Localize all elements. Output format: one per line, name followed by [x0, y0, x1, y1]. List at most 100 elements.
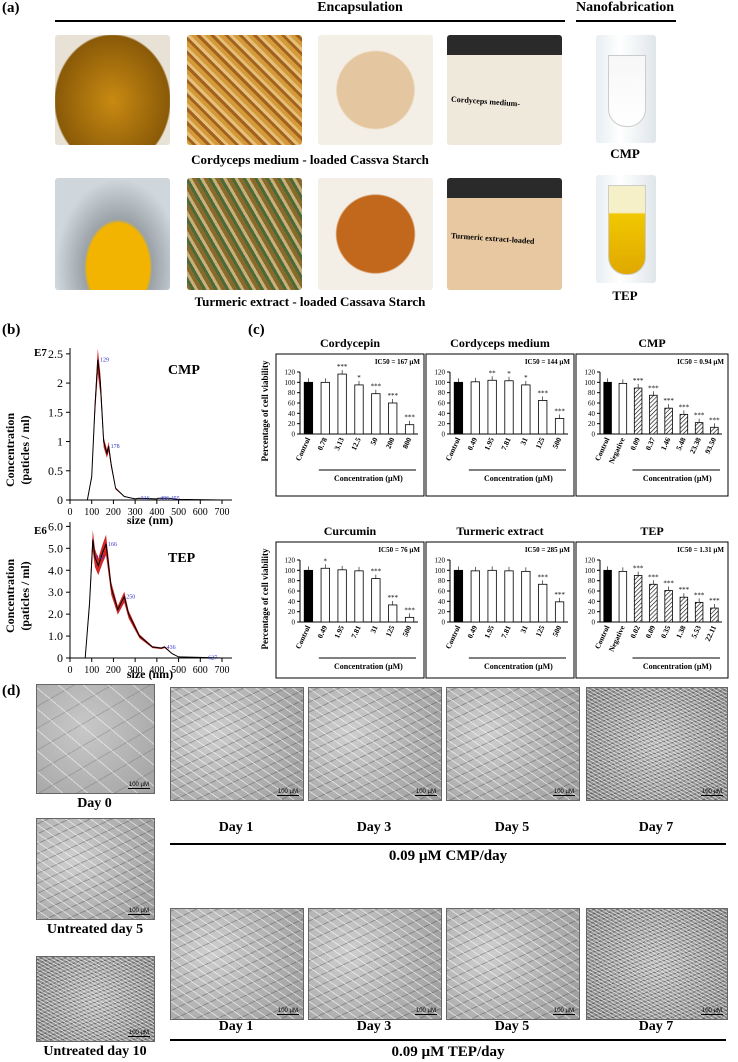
sig-mark: * [324, 557, 328, 565]
ytick-label: 120 [435, 557, 446, 565]
bar [303, 381, 314, 435]
scalebar: 100 µM [700, 789, 723, 796]
category-label: 1.95 [482, 436, 496, 452]
chart-frame [275, 353, 425, 497]
row2-caption: Turmeric extract - loaded Cassava Starch [194, 294, 426, 309]
untreated-day5-caption: Untreated day 5 [46, 922, 144, 937]
cmp-day3-caption: Day 3 [356, 820, 392, 835]
bar [303, 569, 314, 623]
chart-xlabel: Concentration (µM) [643, 474, 712, 483]
ytick-label: 0 [292, 431, 296, 439]
ytick-label: 80 [288, 389, 296, 397]
category-label: 50 [368, 436, 379, 447]
nta-ylabel-tep-1: Concentration [3, 559, 17, 633]
turmeric-jar-photo: Turmeric extract-loaded [447, 178, 562, 290]
category-label: 31 [368, 624, 379, 635]
nta-charts: E7 CMP Concentration(paticles / ml) 00.5… [3, 347, 232, 680]
bar [388, 604, 398, 623]
bar [371, 393, 381, 435]
sig-mark: *** [404, 414, 415, 422]
bar [354, 570, 364, 623]
bar [554, 418, 565, 435]
xtick-label: 400 [149, 507, 164, 518]
bar [649, 583, 658, 623]
ytick-label: 60 [288, 588, 296, 596]
bar [320, 381, 330, 435]
category-label: 22.11 [703, 624, 718, 643]
bar [538, 400, 548, 435]
ytick-label: 20 [588, 608, 596, 616]
bar [337, 569, 347, 623]
untreated-day10-caption: Untreated day 10 [43, 1044, 147, 1059]
ytick-label: 0 [592, 619, 596, 627]
bar [453, 569, 464, 623]
ytick-label: 60 [438, 400, 446, 408]
ytick-label: 20 [438, 608, 446, 616]
chart-title: CMP [638, 336, 665, 350]
sig-mark: *** [663, 579, 674, 587]
bar [664, 407, 673, 435]
category-label: Control [444, 436, 463, 462]
tep-day3-caption: Day 3 [356, 1019, 392, 1034]
bar [633, 387, 643, 435]
chart-title: Curcumin [324, 524, 377, 538]
micrograph-cmp-day7: 100 µM [586, 687, 728, 801]
bar [694, 601, 704, 623]
bar [603, 569, 612, 623]
sig-mark: * [507, 370, 511, 378]
category-label: 7.81 [499, 436, 513, 452]
chart-frame [425, 353, 575, 497]
ytick-label: 60 [588, 400, 596, 408]
sig-mark: *** [709, 597, 720, 605]
ytick-label: 40 [438, 598, 446, 606]
ic50-label: IC50 = 144 µM [525, 358, 571, 366]
micrograph-cmp-day1: 100 µM [170, 687, 304, 801]
ytick-label: 40 [438, 410, 446, 418]
bar [538, 583, 548, 623]
xtick-label: 700 [215, 507, 230, 518]
cordyceps-flakes-photo [187, 35, 302, 145]
ytick-label: 100 [285, 567, 296, 575]
ic50-label: IC50 = 167 µM [375, 358, 421, 366]
bar [354, 384, 364, 435]
bar [453, 381, 464, 435]
bar [504, 570, 514, 623]
category-label: 0.09 [643, 624, 657, 640]
ytick-label: 100 [285, 379, 296, 387]
tep-day1-caption: Day 1 [218, 1019, 254, 1034]
peak-label: 455 [171, 496, 180, 502]
category-label: 0.78 [315, 436, 329, 452]
sig-mark: *** [387, 594, 398, 602]
chart-frame [575, 541, 729, 679]
chart-title: Cordyceps medium [450, 336, 550, 350]
category-label: 0.37 [643, 436, 657, 452]
bar [694, 422, 704, 435]
nanofabrication-title: Nanofabrication [576, 0, 674, 15]
ytick-label: 100 [435, 567, 446, 575]
turmeric-flakes-photo [187, 178, 302, 290]
category-label: 1.46 [659, 436, 673, 452]
chart-frame [575, 353, 729, 497]
category-label: Control [294, 624, 313, 650]
micrograph-untreated-day5: 100 µM [36, 818, 155, 920]
category-label: 0.49 [465, 624, 479, 640]
micrograph-tep-day1: 100 µM [170, 908, 304, 1020]
chart-title: TEP [640, 524, 663, 538]
sig-mark: *** [404, 606, 415, 614]
peak-label: 178 [111, 444, 120, 450]
ic50-label: IC50 = 76 µM [378, 546, 420, 554]
ytick-label: 20 [588, 420, 596, 428]
bar [371, 578, 381, 623]
sig-mark: *** [387, 392, 398, 400]
bar [404, 616, 415, 623]
ytick-label: 1.0 [48, 629, 63, 643]
ytick-label: 80 [288, 577, 296, 585]
tep-day5-caption: Day 5 [494, 1019, 530, 1034]
peak-label: 111 [96, 555, 105, 561]
ytick-label: 3.0 [48, 585, 63, 599]
sig-mark: ** [489, 369, 497, 377]
sig-mark: *** [554, 408, 565, 416]
sig-mark: *** [337, 363, 348, 371]
